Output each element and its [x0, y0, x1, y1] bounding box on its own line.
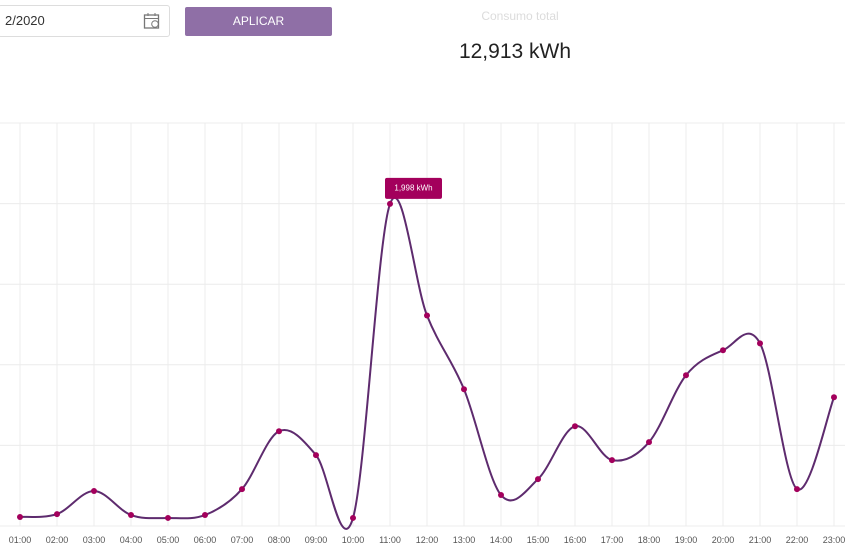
point [202, 512, 208, 519]
total-label: Consumo total [481, 9, 559, 23]
point [535, 476, 541, 483]
point [387, 200, 393, 207]
x-tick-label: 19:00 [675, 535, 698, 545]
point [239, 486, 245, 493]
point [683, 372, 689, 379]
x-tick-label: 22:00 [786, 535, 809, 545]
x-tick-label: 01:00 [9, 535, 32, 545]
point [128, 512, 134, 519]
total-value: 12,913 kWh [458, 40, 572, 63]
x-tick-label: 13:00 [453, 535, 476, 545]
point [720, 347, 726, 354]
x-tick-label: 08:00 [268, 535, 291, 545]
x-tick-label: 17:00 [601, 535, 624, 545]
x-tick-label: 06:00 [194, 535, 217, 545]
date-input[interactable]: 2/2020 [0, 5, 170, 37]
x-tick-label: 09:00 [305, 535, 328, 545]
point [424, 312, 430, 319]
point [646, 439, 652, 446]
point [91, 488, 97, 495]
x-tick-label: 10:00 [342, 535, 365, 545]
x-tick-label: 03:00 [83, 535, 106, 545]
x-tick-label: 11:00 [379, 535, 401, 545]
x-tick-label: 05:00 [157, 535, 180, 545]
point [794, 486, 800, 493]
x-tick-label: 18:00 [638, 535, 661, 545]
x-tick-label: 23:00 [823, 535, 845, 545]
point [572, 423, 578, 430]
x-tick-label: 02:00 [46, 535, 69, 545]
apply-button[interactable]: APLICAR [185, 7, 332, 36]
point [313, 452, 319, 459]
point [498, 492, 504, 499]
calendar-icon[interactable] [143, 12, 161, 30]
point [757, 340, 763, 347]
tooltip: 1,998 kWh [385, 177, 442, 199]
x-tick-label: 21:00 [749, 535, 772, 545]
point [831, 394, 837, 401]
x-tick-label: 20:00 [712, 535, 735, 545]
tooltip-box [385, 177, 442, 199]
x-tick-label: 16:00 [564, 535, 587, 545]
tooltip-text: 1,998 kWh [394, 184, 432, 193]
point [54, 511, 60, 518]
point [17, 513, 23, 520]
point [276, 428, 282, 435]
point [609, 457, 615, 464]
point [461, 386, 467, 393]
x-tick-label: 07:00 [231, 535, 254, 545]
x-tick-label: 14:00 [490, 535, 513, 545]
x-tick-label: 04:00 [120, 535, 143, 545]
point [350, 514, 356, 521]
date-text: 2/2020 [5, 13, 45, 28]
line [19, 196, 835, 530]
point [165, 514, 171, 521]
x-tick-label: 15:00 [527, 535, 550, 545]
x-tick-label: 12:00 [416, 535, 439, 545]
